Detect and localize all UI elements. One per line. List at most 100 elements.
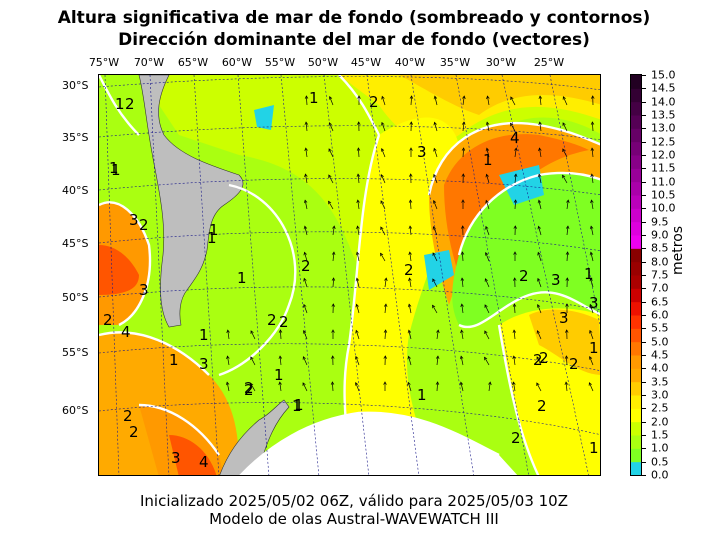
vector-arrowhead bbox=[459, 381, 464, 386]
colorbar-tick-mark bbox=[642, 461, 646, 463]
vector-arrowhead bbox=[354, 381, 359, 386]
colorbar-tick-label: 13.0 bbox=[651, 121, 676, 135]
colorbar-band bbox=[631, 168, 641, 183]
contour-line bbox=[497, 324, 540, 475]
colorbar-tick-label: 2.5 bbox=[651, 401, 669, 415]
vector-arrow bbox=[436, 330, 439, 340]
vector-arrow bbox=[485, 252, 490, 262]
lat-label: 30°S bbox=[62, 79, 89, 92]
vector-arrowhead bbox=[278, 355, 283, 359]
colorbar-tick-mark bbox=[642, 395, 646, 396]
vector-arrow bbox=[514, 199, 516, 210]
vector-arrowhead bbox=[303, 199, 308, 204]
contour-line bbox=[457, 171, 600, 256]
vector-arrowhead bbox=[588, 382, 592, 386]
vector-arrow bbox=[537, 278, 542, 288]
vector-arrowhead bbox=[589, 251, 594, 256]
vector-arrow bbox=[513, 356, 516, 366]
vector-arrow bbox=[304, 226, 308, 236]
contour-label: 2 bbox=[519, 267, 529, 285]
colorbar-tick-label: 9.0 bbox=[651, 228, 669, 242]
vector-arrow bbox=[461, 330, 464, 340]
contour-label: 2 bbox=[129, 423, 139, 441]
colorbar-tick-mark bbox=[642, 288, 646, 290]
vector-arrowhead bbox=[409, 95, 414, 99]
vector-arrow bbox=[355, 356, 360, 366]
vector-arrow bbox=[356, 252, 360, 262]
parallel bbox=[99, 178, 600, 196]
colorbar-band bbox=[631, 261, 641, 276]
vector-arrowhead bbox=[328, 95, 333, 100]
vector-arrow bbox=[304, 252, 308, 262]
vector-arrow bbox=[384, 278, 387, 288]
colorbar-tick-label: 12.5 bbox=[651, 135, 676, 149]
vector-arrow bbox=[514, 303, 516, 314]
vector-arrowhead bbox=[302, 356, 306, 360]
contour-label: 2 bbox=[244, 379, 254, 397]
contour-label: 2 bbox=[244, 381, 254, 399]
colorbar-tick-label: 0.0 bbox=[651, 468, 669, 482]
vector-arrowhead bbox=[250, 382, 254, 387]
contour-label: 1 bbox=[199, 326, 209, 344]
vector-arrowhead bbox=[407, 303, 412, 308]
vector-arrow bbox=[328, 201, 334, 210]
contour-label: 1 bbox=[483, 151, 493, 169]
meridian bbox=[455, 75, 529, 475]
vector-arrow bbox=[381, 148, 386, 158]
vector-arrowhead bbox=[303, 251, 307, 256]
vector-arrow bbox=[566, 200, 569, 210]
contour-label: 4 bbox=[121, 323, 131, 341]
lon-label: 50°W bbox=[307, 56, 339, 69]
map-svg: 2 1 1 2 4 1 3 1 1 2 1 2 3 1 2 2 3 1 2 1 … bbox=[99, 75, 600, 475]
vector-arrowhead bbox=[407, 329, 412, 334]
vector-arrowhead bbox=[589, 225, 594, 230]
vector-arrowhead bbox=[513, 173, 518, 177]
vector-arrowhead bbox=[357, 121, 361, 125]
map-panel: 2 1 1 2 4 1 3 1 1 2 1 2 3 1 2 2 3 1 2 1 … bbox=[98, 74, 601, 476]
vector-arrow bbox=[303, 356, 308, 366]
colorbar-tick-label: 15.0 bbox=[651, 68, 676, 82]
colorbar-tick-mark bbox=[642, 88, 646, 90]
vector-arrow bbox=[513, 330, 516, 340]
lon-label: 70°W bbox=[133, 56, 165, 69]
swell-vectors bbox=[225, 95, 595, 392]
colorbar-band bbox=[631, 328, 641, 343]
colorbar-tick-mark bbox=[642, 248, 646, 250]
colorbar-tick-label: 5.0 bbox=[651, 335, 669, 349]
vector-arrow bbox=[250, 383, 256, 392]
vector-arrow bbox=[589, 330, 594, 340]
vector-arrow bbox=[433, 174, 438, 184]
vector-arrowhead bbox=[460, 277, 465, 281]
colorbar-band bbox=[631, 461, 641, 476]
vector-arrow bbox=[329, 122, 334, 132]
vector-arrow bbox=[356, 304, 360, 314]
vector-arrow bbox=[303, 278, 308, 288]
vector-arrowhead bbox=[460, 303, 464, 308]
vector-arrowhead bbox=[513, 225, 517, 229]
vector-arrowhead bbox=[432, 226, 436, 230]
vector-arrowhead bbox=[562, 96, 566, 100]
contour-line bbox=[99, 75, 140, 136]
contour-line bbox=[99, 331, 210, 376]
colorbar-tick-label: 3.5 bbox=[651, 375, 669, 389]
vector-arrow bbox=[381, 122, 386, 132]
contour-label: 2 bbox=[404, 261, 414, 279]
meridian bbox=[323, 75, 370, 475]
colorbar-band bbox=[631, 301, 641, 316]
contour-label: 2 bbox=[539, 349, 549, 367]
calm-area bbox=[424, 250, 454, 290]
vector-arrowhead bbox=[355, 329, 359, 334]
colorbar-label: metros bbox=[670, 225, 686, 275]
vector-arrowhead bbox=[514, 147, 518, 152]
colorbar-band bbox=[631, 155, 641, 169]
contour-label: 4 bbox=[510, 129, 520, 147]
vector-arrow bbox=[303, 304, 308, 314]
vector-arrowhead bbox=[537, 173, 542, 178]
vector-arrow bbox=[485, 226, 490, 236]
vector-arrowhead bbox=[590, 121, 595, 125]
title-line-1: Altura significativa de mar de fondo (so… bbox=[57, 8, 651, 28]
land-south-america bbox=[138, 75, 244, 328]
vector-arrowhead bbox=[565, 225, 570, 229]
vector-arrowhead bbox=[380, 252, 384, 257]
vector-arrow bbox=[433, 200, 438, 210]
